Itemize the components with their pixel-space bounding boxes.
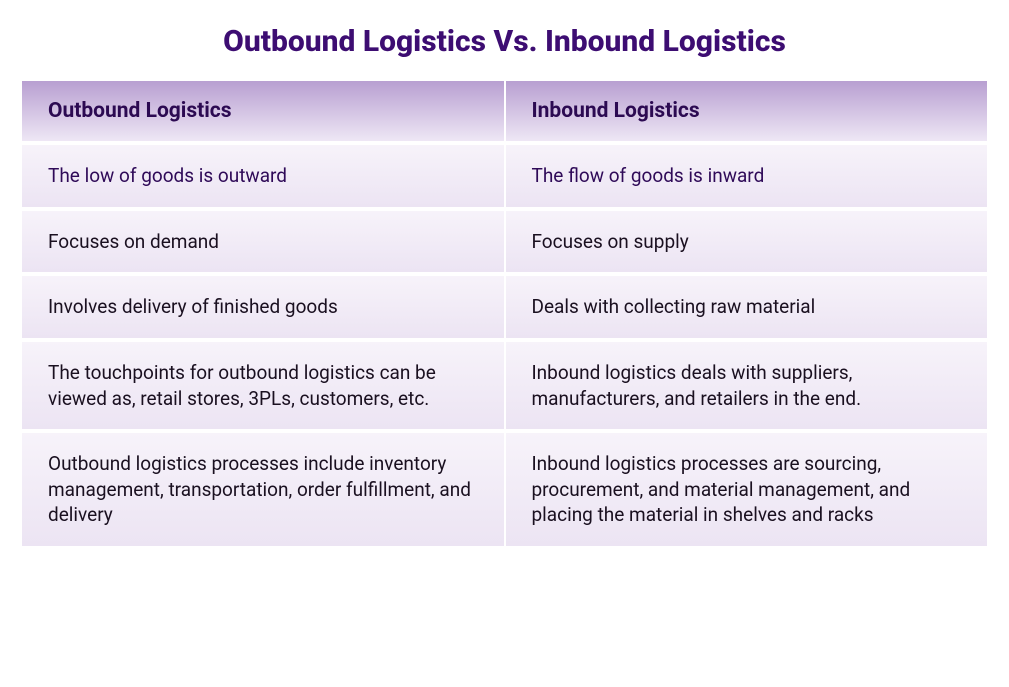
page-title: Outbound Logistics Vs. Inbound Logistics — [22, 24, 987, 59]
table-row: Outbound logistics processes include inv… — [22, 433, 987, 546]
cell-outbound: The low of goods is outward — [22, 145, 506, 207]
cell-outbound: Outbound logistics processes include inv… — [22, 433, 506, 546]
table-header-row: Outbound Logistics Inbound Logistics — [22, 81, 987, 141]
cell-inbound: Focuses on supply — [506, 211, 988, 273]
comparison-infographic: Outbound Logistics Vs. Inbound Logistics… — [0, 0, 1009, 570]
comparison-table: Outbound Logistics Inbound Logistics The… — [22, 81, 987, 546]
cell-outbound: The touchpoints for outbound logistics c… — [22, 342, 506, 429]
cell-inbound: Inbound logistics processes are sourcing… — [506, 433, 988, 546]
table-row: Involves delivery of finished goods Deal… — [22, 276, 987, 338]
cell-outbound: Involves delivery of finished goods — [22, 276, 506, 338]
table-row: The touchpoints for outbound logistics c… — [22, 342, 987, 429]
column-header-outbound: Outbound Logistics — [22, 81, 506, 141]
cell-outbound: Focuses on demand — [22, 211, 506, 273]
table-row: The low of goods is outward The flow of … — [22, 145, 987, 207]
table-row: Focuses on demand Focuses on supply — [22, 211, 987, 273]
cell-inbound: The flow of goods is inward — [506, 145, 988, 207]
cell-inbound: Deals with collecting raw material — [506, 276, 988, 338]
cell-inbound: Inbound logistics deals with suppliers, … — [506, 342, 988, 429]
column-header-inbound: Inbound Logistics — [506, 81, 988, 141]
